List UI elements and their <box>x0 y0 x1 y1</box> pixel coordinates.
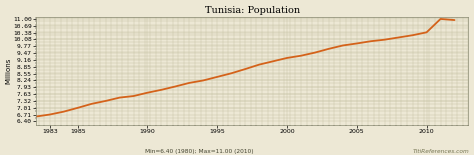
Title: Tunisia: Population: Tunisia: Population <box>205 6 300 15</box>
Y-axis label: Millions: Millions <box>6 58 11 84</box>
Text: Min=6.40 (1980); Max=11.00 (2010): Min=6.40 (1980); Max=11.00 (2010) <box>145 149 254 154</box>
Text: TitiReferences.com: TitiReferences.com <box>412 149 469 154</box>
